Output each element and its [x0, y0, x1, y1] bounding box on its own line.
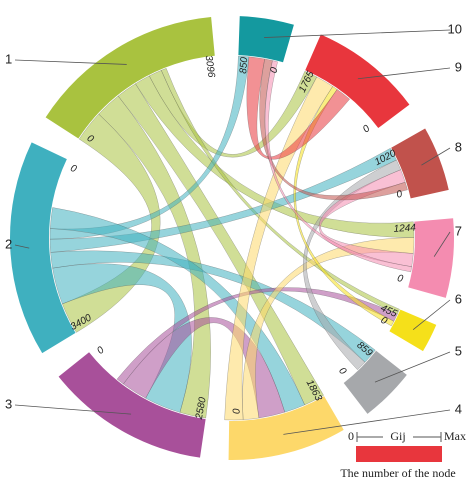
- node-label: 1: [5, 51, 12, 66]
- node-arc: [45, 16, 215, 139]
- node-label: 9: [455, 59, 462, 74]
- node-label: 6: [455, 291, 462, 306]
- leader-line: [14, 404, 132, 415]
- scale-label: 0: [396, 273, 404, 285]
- scale-label: 0: [85, 133, 96, 145]
- node-arc: [58, 352, 206, 458]
- node-label: 3: [5, 396, 12, 411]
- node-arc: [408, 218, 454, 298]
- legend-caption: The number of the node: [340, 466, 455, 480]
- leader-line: [421, 147, 451, 166]
- leader-line: [283, 409, 451, 435]
- node-arc: [391, 128, 449, 199]
- arcs: [9, 16, 454, 460]
- chord: [49, 147, 397, 253]
- leader-line: [264, 29, 451, 38]
- node-label: 10: [448, 21, 462, 36]
- node-arc: [238, 16, 294, 63]
- node-arc: [9, 142, 76, 354]
- leader-line: [14, 59, 127, 65]
- leader-line: [14, 244, 30, 249]
- leader-line: [412, 299, 451, 330]
- node-label: 8: [455, 139, 462, 154]
- scale-label: 0: [379, 315, 390, 328]
- node-label: 4: [455, 401, 462, 416]
- chord: [117, 83, 324, 406]
- scale-label: 0: [336, 366, 348, 378]
- scale-label: 850: [238, 56, 250, 74]
- scale-label: 0: [230, 408, 241, 414]
- node-arc: [228, 396, 344, 460]
- node-label: 2: [5, 236, 12, 251]
- leader-line: [433, 231, 451, 257]
- leader-line: [374, 351, 451, 383]
- scale-label: 0: [269, 66, 281, 75]
- chord: [293, 86, 395, 327]
- node-label: 7: [455, 223, 462, 238]
- scale-label: 0: [361, 123, 373, 135]
- scale-label: 0: [95, 345, 107, 357]
- chord: [161, 68, 400, 315]
- scale-label: 3096: [203, 55, 217, 79]
- legend-min: 0: [348, 429, 354, 443]
- leader-line: [357, 67, 451, 80]
- scale-label: 2580: [194, 396, 209, 421]
- chord: [224, 76, 334, 421]
- scale-label: 1244: [393, 223, 416, 235]
- legend-max: Max: [444, 429, 466, 443]
- chord: [116, 287, 398, 385]
- chord: [264, 60, 412, 273]
- legend-label: Gij: [390, 429, 405, 443]
- scale-label: 0: [395, 189, 404, 201]
- legend-swatch: [356, 446, 442, 462]
- chord: [242, 237, 415, 420]
- node-arc: [305, 34, 410, 129]
- node-label: 5: [455, 343, 462, 358]
- legend: 0 Gij Max The number of the node: [340, 429, 466, 480]
- chord: [50, 207, 305, 413]
- scale-label: 0: [69, 163, 79, 175]
- links: [49, 55, 415, 421]
